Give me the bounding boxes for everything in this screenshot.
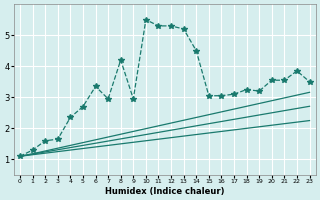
X-axis label: Humidex (Indice chaleur): Humidex (Indice chaleur)	[105, 187, 225, 196]
